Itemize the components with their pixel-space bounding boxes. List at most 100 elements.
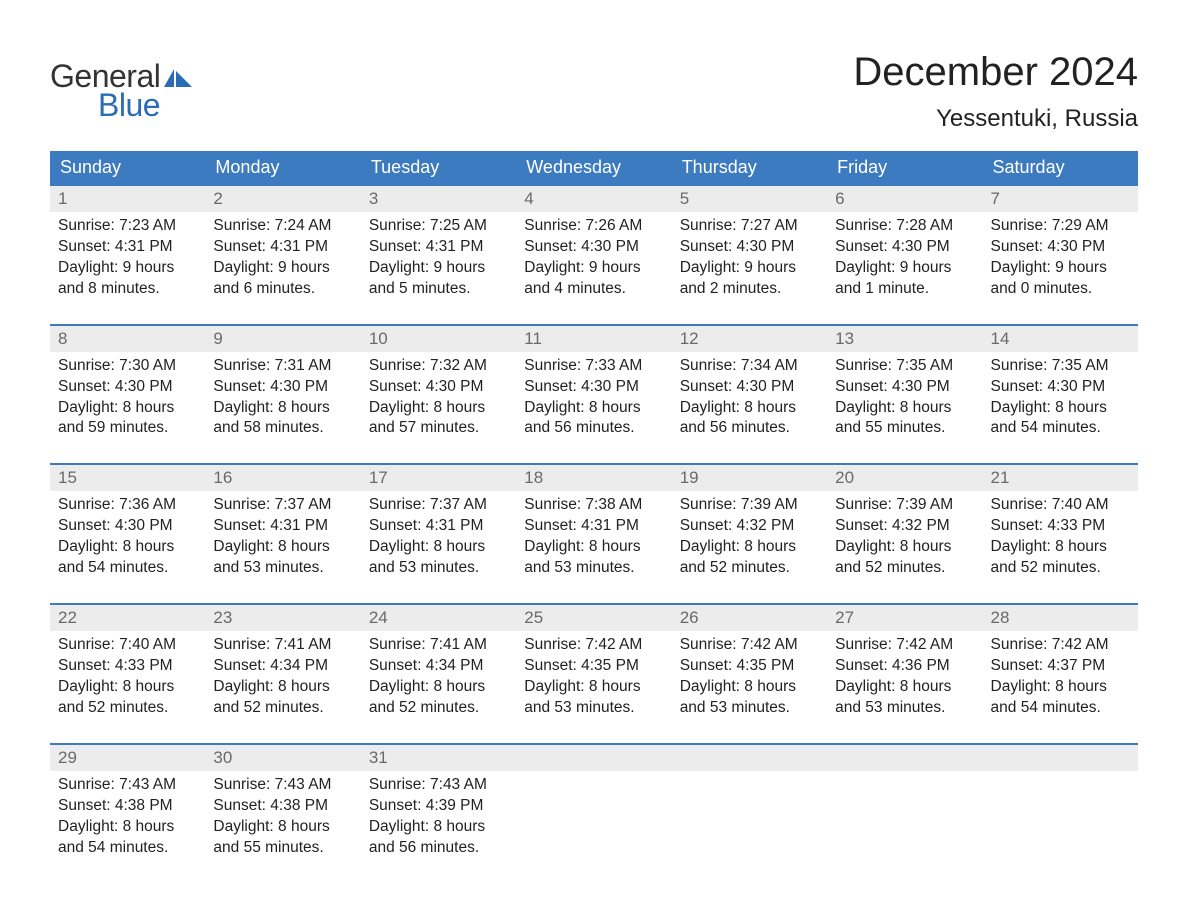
day-sunrise: Sunrise: 7:34 AM bbox=[680, 356, 819, 377]
day-daylight1: Daylight: 9 hours bbox=[58, 258, 197, 279]
day-sunrise: Sunrise: 7:42 AM bbox=[680, 635, 819, 656]
day-sunrise: Sunrise: 7:42 AM bbox=[991, 635, 1130, 656]
day-daylight2: and 53 minutes. bbox=[524, 558, 663, 579]
day-daylight1: Daylight: 8 hours bbox=[58, 537, 197, 558]
day-sunset: Sunset: 4:38 PM bbox=[213, 796, 352, 817]
week-row: 29Sunrise: 7:43 AMSunset: 4:38 PMDayligh… bbox=[50, 743, 1138, 865]
day-daylight2: and 52 minutes. bbox=[680, 558, 819, 579]
day-daylight2: and 55 minutes. bbox=[835, 418, 974, 439]
day-header-tuesday: Tuesday bbox=[361, 151, 516, 184]
day-cell: 6Sunrise: 7:28 AMSunset: 4:30 PMDaylight… bbox=[827, 186, 982, 306]
day-cell: 25Sunrise: 7:42 AMSunset: 4:35 PMDayligh… bbox=[516, 605, 671, 725]
day-sunrise: Sunrise: 7:30 AM bbox=[58, 356, 197, 377]
day-cell: 13Sunrise: 7:35 AMSunset: 4:30 PMDayligh… bbox=[827, 326, 982, 446]
day-daylight2: and 54 minutes. bbox=[991, 418, 1130, 439]
day-sunset: Sunset: 4:34 PM bbox=[213, 656, 352, 677]
day-daylight2: and 53 minutes. bbox=[524, 698, 663, 719]
day-number: 20 bbox=[827, 465, 982, 491]
day-daylight2: and 53 minutes. bbox=[369, 558, 508, 579]
day-number: 24 bbox=[361, 605, 516, 631]
logo-text-blue: Blue bbox=[98, 87, 160, 124]
title-block: December 2024 Yessentuki, Russia bbox=[853, 50, 1138, 133]
day-number: 6 bbox=[827, 186, 982, 212]
day-daylight1: Daylight: 9 hours bbox=[524, 258, 663, 279]
day-number bbox=[827, 745, 982, 771]
day-content: Sunrise: 7:28 AMSunset: 4:30 PMDaylight:… bbox=[827, 212, 982, 306]
day-daylight1: Daylight: 9 hours bbox=[213, 258, 352, 279]
day-sunset: Sunset: 4:30 PM bbox=[213, 377, 352, 398]
day-sunset: Sunset: 4:30 PM bbox=[680, 377, 819, 398]
day-daylight2: and 56 minutes. bbox=[369, 838, 508, 859]
day-daylight2: and 52 minutes. bbox=[213, 698, 352, 719]
day-sunrise: Sunrise: 7:42 AM bbox=[835, 635, 974, 656]
day-sunset: Sunset: 4:30 PM bbox=[835, 237, 974, 258]
day-number: 19 bbox=[672, 465, 827, 491]
day-sunset: Sunset: 4:31 PM bbox=[369, 516, 508, 537]
day-sunset: Sunset: 4:30 PM bbox=[524, 377, 663, 398]
day-cell: 29Sunrise: 7:43 AMSunset: 4:38 PMDayligh… bbox=[50, 745, 205, 865]
day-number: 27 bbox=[827, 605, 982, 631]
day-cell: 9Sunrise: 7:31 AMSunset: 4:30 PMDaylight… bbox=[205, 326, 360, 446]
day-content: Sunrise: 7:42 AMSunset: 4:35 PMDaylight:… bbox=[672, 631, 827, 725]
logo: General Blue bbox=[50, 50, 192, 124]
day-number: 5 bbox=[672, 186, 827, 212]
day-number: 10 bbox=[361, 326, 516, 352]
day-sunrise: Sunrise: 7:38 AM bbox=[524, 495, 663, 516]
day-daylight1: Daylight: 8 hours bbox=[991, 677, 1130, 698]
day-sunrise: Sunrise: 7:28 AM bbox=[835, 216, 974, 237]
day-number: 4 bbox=[516, 186, 671, 212]
day-sunrise: Sunrise: 7:35 AM bbox=[835, 356, 974, 377]
day-daylight1: Daylight: 8 hours bbox=[369, 677, 508, 698]
day-header-thursday: Thursday bbox=[672, 151, 827, 184]
day-cell bbox=[827, 745, 982, 865]
day-daylight2: and 52 minutes. bbox=[58, 698, 197, 719]
day-sunrise: Sunrise: 7:39 AM bbox=[680, 495, 819, 516]
day-content: Sunrise: 7:43 AMSunset: 4:38 PMDaylight:… bbox=[50, 771, 205, 865]
day-sunset: Sunset: 4:33 PM bbox=[991, 516, 1130, 537]
day-sunrise: Sunrise: 7:32 AM bbox=[369, 356, 508, 377]
day-sunrise: Sunrise: 7:37 AM bbox=[213, 495, 352, 516]
day-cell: 17Sunrise: 7:37 AMSunset: 4:31 PMDayligh… bbox=[361, 465, 516, 585]
month-title: December 2024 bbox=[853, 50, 1138, 95]
day-sunrise: Sunrise: 7:37 AM bbox=[369, 495, 508, 516]
day-number: 8 bbox=[50, 326, 205, 352]
day-cell: 28Sunrise: 7:42 AMSunset: 4:37 PMDayligh… bbox=[983, 605, 1138, 725]
day-sunset: Sunset: 4:32 PM bbox=[835, 516, 974, 537]
day-sunrise: Sunrise: 7:42 AM bbox=[524, 635, 663, 656]
day-cell: 10Sunrise: 7:32 AMSunset: 4:30 PMDayligh… bbox=[361, 326, 516, 446]
day-sunset: Sunset: 4:35 PM bbox=[680, 656, 819, 677]
day-sunrise: Sunrise: 7:27 AM bbox=[680, 216, 819, 237]
day-sunrise: Sunrise: 7:35 AM bbox=[991, 356, 1130, 377]
day-daylight1: Daylight: 8 hours bbox=[58, 398, 197, 419]
day-cell: 3Sunrise: 7:25 AMSunset: 4:31 PMDaylight… bbox=[361, 186, 516, 306]
day-daylight1: Daylight: 8 hours bbox=[213, 398, 352, 419]
day-daylight2: and 54 minutes. bbox=[58, 838, 197, 859]
day-cell bbox=[983, 745, 1138, 865]
day-daylight1: Daylight: 8 hours bbox=[524, 398, 663, 419]
day-cell: 5Sunrise: 7:27 AMSunset: 4:30 PMDaylight… bbox=[672, 186, 827, 306]
week-row: 15Sunrise: 7:36 AMSunset: 4:30 PMDayligh… bbox=[50, 463, 1138, 585]
day-daylight1: Daylight: 9 hours bbox=[991, 258, 1130, 279]
day-daylight1: Daylight: 8 hours bbox=[680, 677, 819, 698]
day-number: 1 bbox=[50, 186, 205, 212]
day-number bbox=[516, 745, 671, 771]
day-cell: 21Sunrise: 7:40 AMSunset: 4:33 PMDayligh… bbox=[983, 465, 1138, 585]
day-sunrise: Sunrise: 7:43 AM bbox=[369, 775, 508, 796]
day-daylight1: Daylight: 8 hours bbox=[213, 817, 352, 838]
day-content: Sunrise: 7:39 AMSunset: 4:32 PMDaylight:… bbox=[672, 491, 827, 585]
day-daylight2: and 52 minutes. bbox=[835, 558, 974, 579]
day-daylight2: and 58 minutes. bbox=[213, 418, 352, 439]
day-sunset: Sunset: 4:30 PM bbox=[369, 377, 508, 398]
day-cell: 15Sunrise: 7:36 AMSunset: 4:30 PMDayligh… bbox=[50, 465, 205, 585]
day-number: 2 bbox=[205, 186, 360, 212]
day-content: Sunrise: 7:40 AMSunset: 4:33 PMDaylight:… bbox=[983, 491, 1138, 585]
day-daylight2: and 56 minutes. bbox=[680, 418, 819, 439]
weeks-container: 1Sunrise: 7:23 AMSunset: 4:31 PMDaylight… bbox=[50, 184, 1138, 864]
day-daylight2: and 2 minutes. bbox=[680, 279, 819, 300]
day-sunrise: Sunrise: 7:31 AM bbox=[213, 356, 352, 377]
day-number: 31 bbox=[361, 745, 516, 771]
day-content: Sunrise: 7:39 AMSunset: 4:32 PMDaylight:… bbox=[827, 491, 982, 585]
day-content: Sunrise: 7:43 AMSunset: 4:39 PMDaylight:… bbox=[361, 771, 516, 865]
day-daylight2: and 54 minutes. bbox=[991, 698, 1130, 719]
day-number: 14 bbox=[983, 326, 1138, 352]
